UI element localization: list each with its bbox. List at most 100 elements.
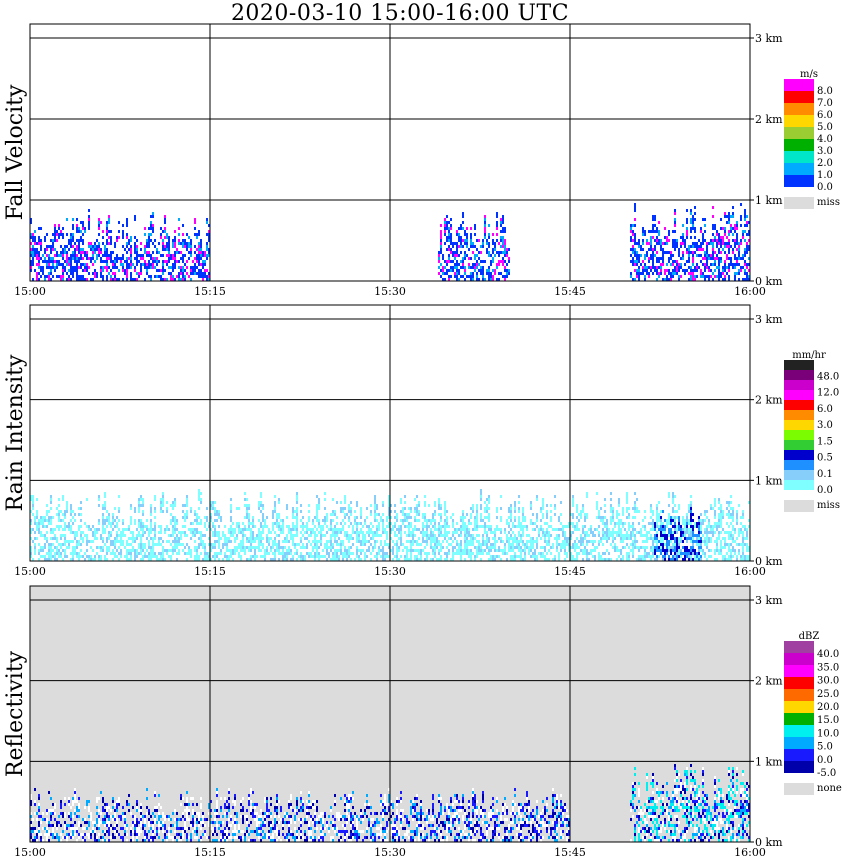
echo-pixel (32, 233, 34, 236)
echo-pixel (40, 522, 42, 525)
echo-pixel (674, 221, 676, 224)
echo-pixel (694, 266, 696, 269)
echo-pixel (288, 540, 290, 543)
echo-pixel (94, 269, 96, 272)
echo-pixel (186, 245, 188, 248)
echo-pixel (348, 552, 350, 555)
echo-pixel (688, 531, 690, 534)
echo-pixel (460, 516, 462, 519)
echo-pixel (500, 236, 502, 239)
echo-pixel (234, 528, 236, 531)
echo-pixel (682, 257, 684, 260)
echo-pixel (448, 543, 450, 546)
echo-pixel (746, 245, 748, 248)
echo-pixel (314, 534, 316, 537)
echo-pixel (496, 528, 498, 531)
echo-pixel (652, 218, 654, 221)
echo-pixel (286, 540, 288, 543)
echo-pixel (260, 501, 262, 504)
echo-pixel (660, 272, 662, 275)
echo-pixel (480, 269, 482, 272)
echo-pixel (382, 522, 384, 525)
echo-pixel (500, 245, 502, 248)
echo-pixel (582, 558, 584, 561)
echo-pixel (112, 519, 114, 522)
echo-pixel (626, 495, 628, 498)
echo-pixel (472, 242, 474, 245)
echo-pixel (482, 525, 484, 528)
echo-pixel (392, 549, 394, 552)
echo-pixel (580, 540, 582, 543)
echo-pixel (688, 534, 690, 537)
echo-pixel (104, 522, 106, 525)
echo-pixel (176, 543, 178, 546)
echo-pixel (484, 501, 486, 504)
echo-pixel (260, 549, 262, 552)
echo-pixel (704, 266, 706, 269)
echo-pixel (480, 558, 482, 561)
echo-pixel (162, 242, 164, 245)
echo-pixel (562, 528, 564, 531)
echo-pixel (628, 516, 630, 519)
echo-pixel (142, 254, 144, 257)
echo-pixel (274, 510, 276, 513)
echo-pixel (66, 257, 68, 260)
echo-pixel (432, 519, 434, 522)
echo-pixel (96, 537, 98, 540)
echo-pixel (678, 552, 680, 555)
echo-pixel (718, 275, 720, 278)
echo-pixel (180, 278, 182, 281)
echo-pixel (714, 257, 716, 260)
echo-pixel (236, 522, 238, 525)
echo-pixel (292, 516, 294, 519)
echo-pixel (690, 558, 692, 561)
echo-pixel (256, 546, 258, 549)
echo-pixel (500, 558, 502, 561)
echo-pixel (530, 522, 532, 525)
echo-pixel (152, 257, 154, 260)
echo-pixel (662, 263, 664, 266)
echo-pixel (472, 504, 474, 507)
echo-pixel (690, 275, 692, 278)
echo-pixel (294, 510, 296, 513)
echo-pixel (76, 272, 78, 275)
echo-pixel (738, 272, 740, 275)
echo-pixel (230, 507, 232, 510)
echo-pixel (276, 546, 278, 549)
echo-pixel (244, 525, 246, 528)
echo-pixel (200, 552, 202, 555)
echo-pixel (306, 522, 308, 525)
echo-pixel (116, 239, 118, 242)
echo-pixel (144, 546, 146, 549)
echo-pixel (434, 540, 436, 543)
echo-pixel (456, 528, 458, 531)
echo-pixel (140, 254, 142, 257)
echo-pixel (456, 552, 458, 555)
echo-pixel (508, 269, 510, 272)
echo-pixel (142, 501, 144, 504)
echo-pixel (744, 278, 746, 281)
echo-pixel (148, 266, 150, 269)
echo-pixel (204, 522, 206, 525)
echo-pixel (40, 275, 42, 278)
echo-pixel (62, 227, 64, 230)
echo-pixel (398, 546, 400, 549)
echo-pixel (690, 212, 692, 215)
echo-pixel (300, 504, 302, 507)
echo-pixel (358, 540, 360, 543)
echo-pixel (62, 498, 64, 501)
echo-pixel (484, 510, 486, 513)
echo-pixel (530, 549, 532, 552)
echo-pixel (42, 525, 44, 528)
echo-pixel (86, 278, 88, 281)
echo-pixel (246, 516, 248, 519)
echo-pixel (334, 528, 336, 531)
echo-pixel (502, 245, 504, 248)
echo-pixel (148, 540, 150, 543)
echo-pixel (376, 507, 378, 510)
echo-pixel (718, 278, 720, 281)
echo-pixel (120, 549, 122, 552)
echo-pixel (170, 522, 172, 525)
echo-pixel (548, 543, 550, 546)
echo-pixel (444, 513, 446, 516)
